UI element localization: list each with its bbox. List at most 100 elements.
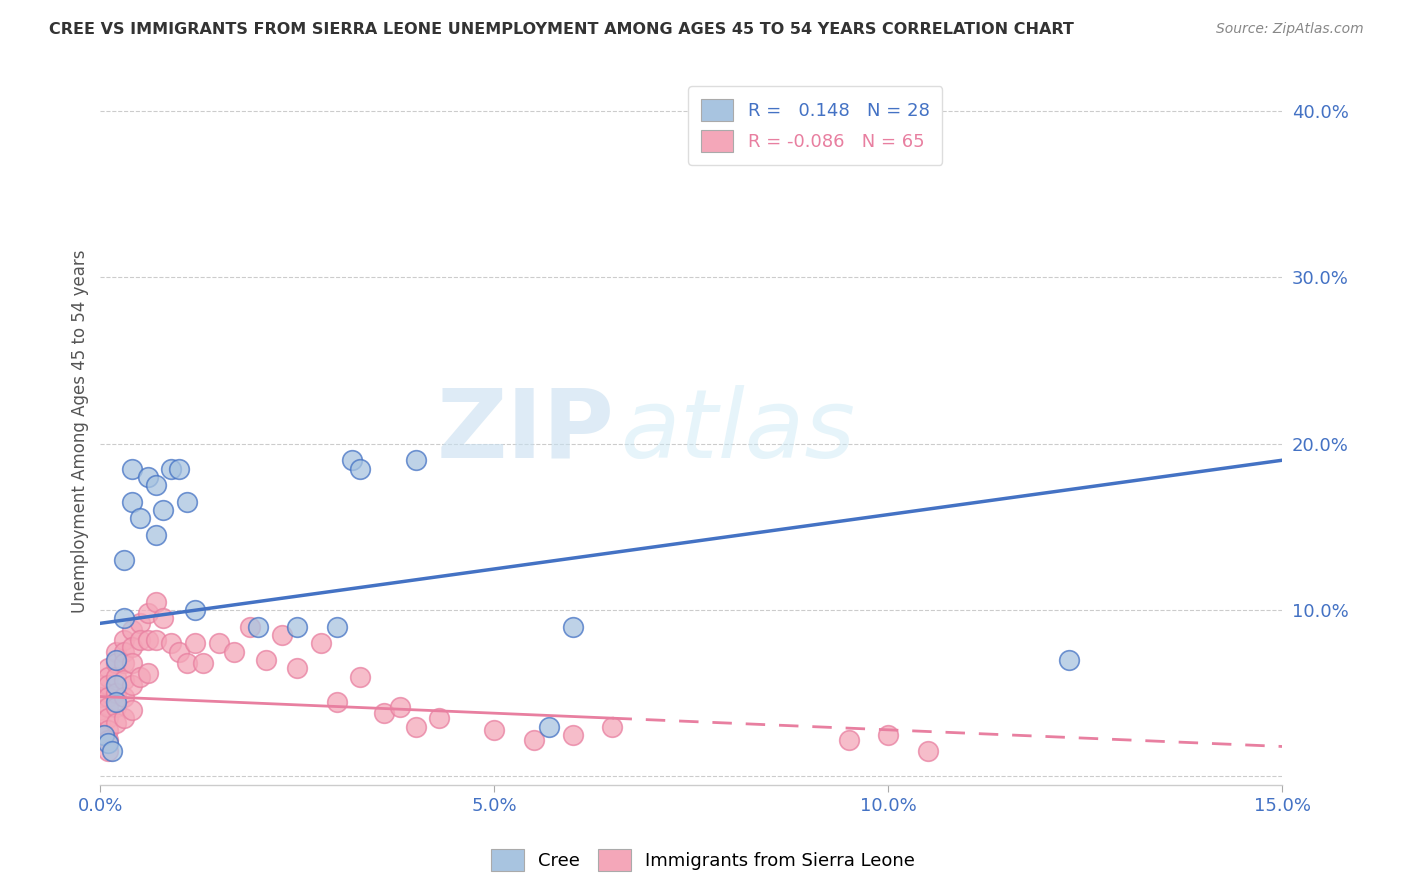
Point [1059, 653, 1081, 667]
Point [121, 623, 143, 637]
Point [176, 495, 198, 509]
Point [112, 711, 135, 725]
Point [325, 694, 347, 708]
Point [342, 453, 364, 467]
Point [97, 732, 120, 747]
Point [128, 616, 150, 631]
Point [602, 719, 624, 733]
Point [309, 636, 332, 650]
Point [105, 699, 128, 714]
Point [105, 669, 128, 683]
Text: Source: ZipAtlas.com: Source: ZipAtlas.com [1216, 22, 1364, 37]
Point [285, 620, 308, 634]
Point [136, 632, 159, 647]
Point [97, 690, 120, 704]
Point [167, 645, 190, 659]
Point [112, 657, 135, 671]
Point [121, 495, 143, 509]
Point [270, 628, 292, 642]
Point [136, 666, 159, 681]
Point [89, 678, 111, 692]
Point [93, 728, 115, 742]
Point [97, 678, 120, 692]
Point [121, 640, 143, 654]
Point [105, 645, 128, 659]
Point [405, 453, 427, 467]
Point [121, 703, 143, 717]
Point [97, 736, 120, 750]
Point [427, 711, 450, 725]
Point [145, 595, 167, 609]
Point [562, 728, 585, 742]
Point [285, 661, 308, 675]
Point [239, 620, 262, 634]
Point [136, 607, 159, 621]
Point [388, 699, 411, 714]
Text: ZIP: ZIP [437, 384, 614, 477]
Point [538, 719, 561, 733]
Point [89, 728, 111, 742]
Point [89, 690, 111, 704]
Point [105, 686, 128, 700]
Point [112, 553, 135, 567]
Point [523, 732, 546, 747]
Point [101, 744, 124, 758]
Point [89, 716, 111, 731]
Point [484, 723, 506, 737]
Point [167, 461, 190, 475]
Legend: Cree, Immigrants from Sierra Leone: Cree, Immigrants from Sierra Leone [484, 842, 922, 879]
Point [145, 478, 167, 492]
Point [128, 632, 150, 647]
Point [121, 461, 143, 475]
Point [112, 611, 135, 625]
Point [152, 503, 174, 517]
Point [152, 611, 174, 625]
Point [877, 728, 900, 742]
Point [145, 632, 167, 647]
Point [105, 678, 128, 692]
Point [97, 711, 120, 725]
Text: atlas: atlas [620, 384, 855, 477]
Point [191, 657, 214, 671]
Point [97, 699, 120, 714]
Point [97, 744, 120, 758]
Point [112, 690, 135, 704]
Point [917, 744, 939, 758]
Point [224, 645, 246, 659]
Point [105, 694, 128, 708]
Point [562, 620, 585, 634]
Point [184, 603, 207, 617]
Point [97, 723, 120, 737]
Point [105, 653, 128, 667]
Point [121, 657, 143, 671]
Point [207, 636, 229, 650]
Point [128, 669, 150, 683]
Legend: R =   0.148   N = 28, R = -0.086   N = 65: R = 0.148 N = 28, R = -0.086 N = 65 [688, 87, 942, 165]
Point [349, 669, 371, 683]
Point [145, 528, 167, 542]
Point [128, 511, 150, 525]
Y-axis label: Unemployment Among Ages 45 to 54 years: Unemployment Among Ages 45 to 54 years [72, 250, 89, 613]
Point [838, 732, 860, 747]
Point [97, 669, 120, 683]
Point [97, 661, 120, 675]
Point [254, 653, 277, 667]
Point [246, 620, 269, 634]
Point [405, 719, 427, 733]
Point [373, 706, 395, 721]
Point [349, 461, 371, 475]
Point [105, 657, 128, 671]
Point [112, 673, 135, 687]
Point [136, 470, 159, 484]
Point [160, 461, 183, 475]
Point [160, 636, 183, 650]
Point [112, 645, 135, 659]
Point [105, 716, 128, 731]
Point [176, 657, 198, 671]
Point [112, 632, 135, 647]
Point [89, 703, 111, 717]
Point [184, 636, 207, 650]
Text: CREE VS IMMIGRANTS FROM SIERRA LEONE UNEMPLOYMENT AMONG AGES 45 TO 54 YEARS CORR: CREE VS IMMIGRANTS FROM SIERRA LEONE UNE… [49, 22, 1074, 37]
Point [121, 678, 143, 692]
Point [325, 620, 347, 634]
